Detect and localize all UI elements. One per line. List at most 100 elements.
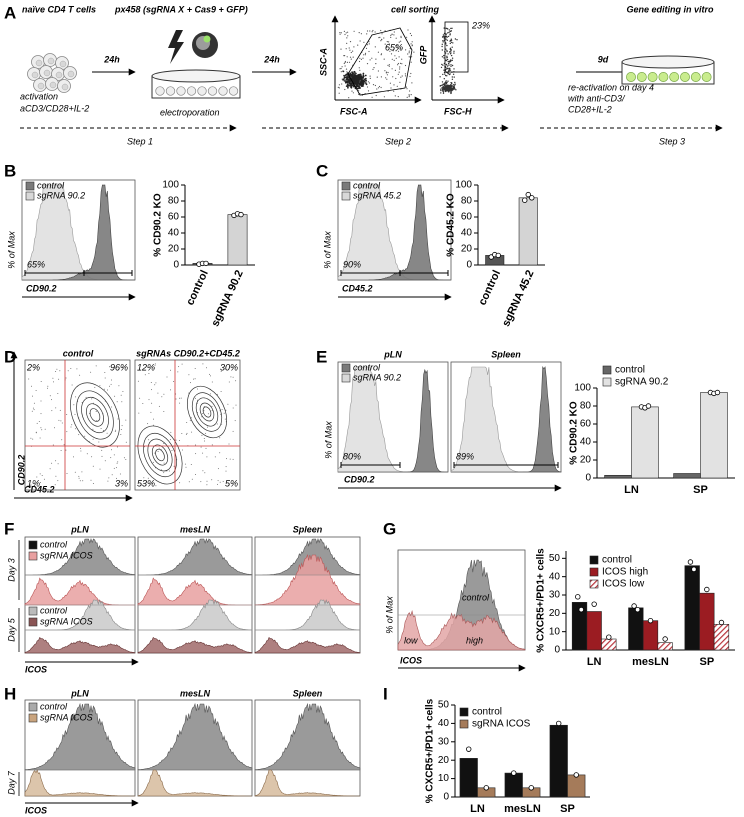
event xyxy=(166,376,168,378)
event xyxy=(359,81,362,83)
legend-label: sgRNA ICOS xyxy=(40,616,93,626)
event xyxy=(349,74,352,76)
event xyxy=(117,461,119,463)
event xyxy=(170,431,172,433)
event xyxy=(211,479,213,481)
event xyxy=(181,449,183,451)
event xyxy=(388,64,390,66)
event xyxy=(349,49,351,51)
contour xyxy=(147,438,173,472)
event xyxy=(408,50,410,52)
event xyxy=(410,61,412,63)
event xyxy=(353,80,355,83)
event xyxy=(163,472,165,474)
event xyxy=(393,59,395,62)
event xyxy=(185,466,187,468)
event xyxy=(397,50,400,52)
event xyxy=(221,423,223,425)
label: 96% xyxy=(110,362,128,372)
event xyxy=(119,473,121,475)
panel-label: G xyxy=(383,519,396,538)
event xyxy=(448,70,450,72)
event xyxy=(374,46,376,48)
event xyxy=(57,463,59,465)
bar xyxy=(628,607,644,651)
gate-polygon xyxy=(347,27,413,96)
event xyxy=(455,89,457,91)
event xyxy=(450,38,452,40)
event xyxy=(157,392,159,394)
event xyxy=(58,378,60,380)
event xyxy=(378,85,381,88)
event xyxy=(225,470,227,472)
event xyxy=(365,79,367,82)
legend-label: ICOS low xyxy=(602,579,645,590)
event xyxy=(195,474,196,475)
label: cell sorting xyxy=(391,4,440,14)
event xyxy=(454,81,456,84)
event xyxy=(47,385,49,387)
event xyxy=(33,409,35,411)
event xyxy=(202,363,204,365)
event xyxy=(107,480,109,482)
event xyxy=(349,72,352,75)
event xyxy=(189,420,191,422)
event xyxy=(392,76,394,78)
bar xyxy=(673,473,701,479)
event xyxy=(344,60,346,63)
event xyxy=(358,84,361,86)
event xyxy=(344,61,346,64)
event xyxy=(372,84,375,86)
label: mesLN xyxy=(180,688,211,698)
event xyxy=(224,418,226,420)
event xyxy=(366,30,369,32)
y-tick-label: 80 xyxy=(580,401,592,412)
event xyxy=(454,38,457,40)
legend-label: control xyxy=(40,539,68,549)
event xyxy=(225,466,227,468)
event xyxy=(207,426,208,428)
event xyxy=(450,64,452,66)
event xyxy=(445,33,447,35)
data-point xyxy=(238,211,244,218)
event xyxy=(32,395,33,397)
label: SSC-A xyxy=(318,48,328,76)
event xyxy=(216,423,218,425)
event xyxy=(439,85,441,87)
contour xyxy=(81,396,109,434)
y-tick-label: 60 xyxy=(168,212,180,223)
bar xyxy=(586,611,602,651)
event xyxy=(445,64,448,66)
legend-label: control xyxy=(40,701,68,711)
event xyxy=(40,400,42,402)
y-tick-label: 40 xyxy=(168,228,180,239)
event xyxy=(405,86,407,88)
label: Day 3 xyxy=(6,558,16,582)
event xyxy=(111,379,112,381)
contour xyxy=(76,390,114,440)
contour xyxy=(202,406,212,418)
event xyxy=(441,87,443,89)
event xyxy=(235,380,237,382)
event xyxy=(78,475,80,477)
event xyxy=(348,97,350,99)
event xyxy=(400,40,402,42)
event xyxy=(380,29,382,32)
axis-label: ICOS xyxy=(25,664,47,674)
event xyxy=(443,86,445,88)
event xyxy=(52,377,54,379)
event xyxy=(400,76,402,78)
y-axis-label: % CD45.2 KO xyxy=(446,193,457,257)
event xyxy=(404,64,407,67)
event xyxy=(66,431,68,433)
event xyxy=(355,72,357,75)
event xyxy=(51,462,53,464)
event xyxy=(353,46,355,48)
event xyxy=(177,371,179,373)
event xyxy=(116,446,118,448)
label: 65% xyxy=(385,42,403,52)
data-point xyxy=(662,636,668,642)
contour xyxy=(191,392,223,432)
event xyxy=(108,477,110,479)
event xyxy=(388,65,390,67)
